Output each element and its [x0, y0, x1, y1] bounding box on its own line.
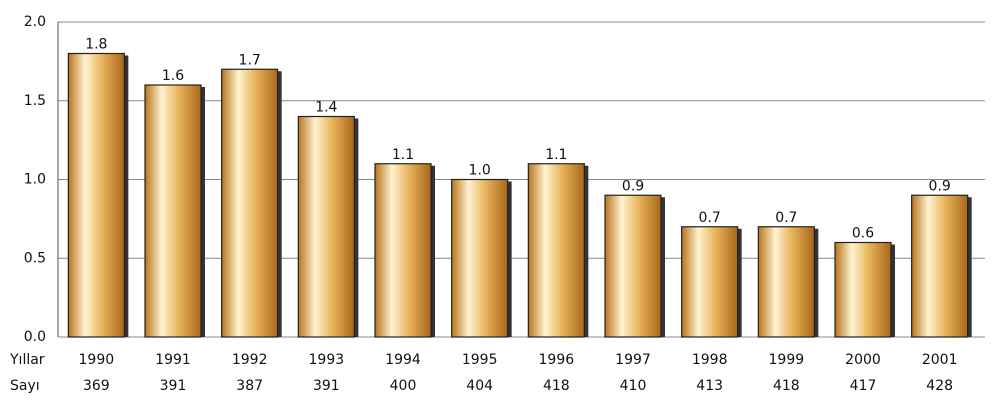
value-label: 0.9 — [622, 178, 644, 194]
value-label: 1.7 — [239, 52, 261, 68]
count-label: 410 — [620, 378, 647, 394]
x-tick-label: 2000 — [845, 352, 881, 368]
count-row-label: Sayı — [10, 378, 40, 394]
x-tick-label: 1992 — [232, 352, 268, 368]
bar — [221, 68, 279, 338]
value-label: 1.6 — [162, 68, 184, 84]
x-tick-label: 1998 — [692, 352, 728, 368]
bar — [604, 194, 662, 338]
y-tick-label: 2.0 — [24, 14, 46, 30]
value-label: 1.1 — [392, 147, 414, 163]
y-tick-label: 0.5 — [24, 250, 46, 266]
value-label: 1.1 — [545, 147, 567, 163]
value-label: 1.0 — [469, 163, 491, 179]
bar — [297, 115, 355, 338]
x-tick-label: 1999 — [769, 352, 805, 368]
bar — [144, 84, 202, 338]
x-tick-label: 1995 — [462, 352, 498, 368]
y-tick-label: 0.0 — [24, 329, 46, 345]
count-label: 391 — [313, 378, 340, 394]
y-tick-label: 1.5 — [24, 93, 46, 109]
bar — [374, 163, 432, 338]
count-label: 391 — [160, 378, 187, 394]
value-label: 0.7 — [699, 210, 721, 226]
value-label: 0.7 — [775, 210, 797, 226]
x-tick-label: 1996 — [539, 352, 575, 368]
count-label: 369 — [83, 378, 110, 394]
category-row-label: Yıllar — [9, 352, 45, 368]
bar — [67, 52, 125, 338]
count-label: 387 — [236, 378, 263, 394]
count-label: 418 — [773, 378, 800, 394]
bar — [681, 226, 739, 338]
value-label: 0.9 — [929, 178, 951, 194]
bar — [451, 178, 509, 338]
count-label: 428 — [926, 378, 953, 394]
count-label: 418 — [543, 378, 570, 394]
value-label: 1.4 — [315, 100, 337, 116]
count-label: 417 — [850, 378, 877, 394]
x-tick-label: 1991 — [155, 352, 191, 368]
count-label: 404 — [466, 378, 493, 394]
count-label: 413 — [696, 378, 723, 394]
bar — [911, 194, 969, 338]
bar — [834, 241, 892, 338]
x-tick-label: 2001 — [922, 352, 958, 368]
x-tick-label: 1993 — [309, 352, 345, 368]
x-tick-label: 1994 — [385, 352, 421, 368]
value-label: 0.6 — [852, 226, 874, 242]
bar — [527, 163, 585, 338]
count-label: 400 — [390, 378, 417, 394]
bar — [757, 226, 815, 338]
x-tick-label: 1997 — [615, 352, 651, 368]
x-tick-label: 1990 — [79, 352, 115, 368]
value-label: 1.8 — [85, 37, 107, 53]
y-tick-label: 1.0 — [24, 172, 46, 188]
